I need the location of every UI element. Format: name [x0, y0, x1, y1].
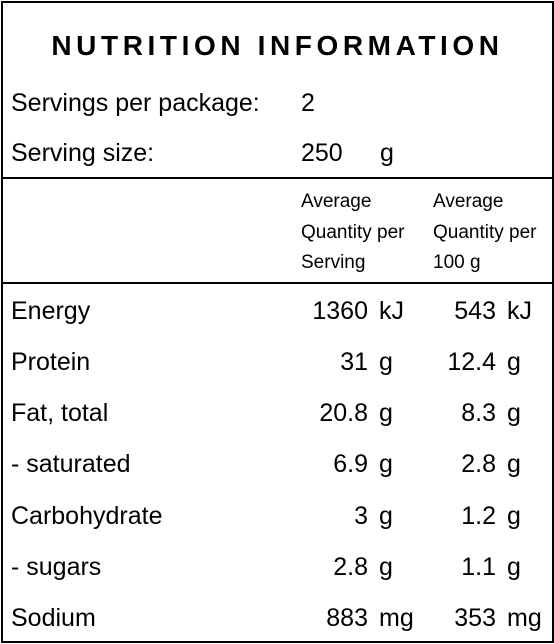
column-header-line: 100 g — [433, 252, 481, 273]
table-row: Fat, total 20.8 g 8.3 g — [3, 398, 552, 428]
per-serving-value: 31 — [340, 348, 368, 376]
per-100g-value: 1.1 — [461, 553, 496, 581]
per-100g-unit: kJ — [507, 297, 532, 325]
table-row: Sodium 883 mg 353 mg — [3, 603, 552, 633]
per-serving-value: 3 — [354, 502, 368, 530]
per-serving-unit: g — [379, 502, 393, 530]
per-serving-value: 20.8 — [319, 399, 368, 427]
per-100g-unit: g — [507, 553, 521, 581]
per-100g-value: 353 — [454, 604, 496, 632]
table-row: Carbohydrate 3 g 1.2 g — [3, 501, 552, 531]
serving-size-value: 250 — [301, 139, 343, 167]
nutrient-name: Sodium — [11, 604, 96, 632]
per-100g-unit: g — [507, 399, 521, 427]
nutrient-name: Protein — [11, 348, 91, 376]
per-serving-value: 2.8 — [333, 553, 368, 581]
column-header-line: Quantity per — [301, 221, 405, 243]
per-100g-unit: g — [507, 502, 521, 530]
table-row: Protein 31 g 12.4 g — [3, 347, 552, 377]
per-serving-unit: g — [379, 450, 393, 478]
table-row: - sugars 2.8 g 1.1 g — [3, 552, 552, 582]
column-header-per-100g: Average Quantity per 100 g — [433, 187, 537, 279]
nutrient-name: - sugars — [11, 553, 102, 581]
column-header-per-serving: Average Quantity per Serving — [301, 187, 405, 279]
servings-label: Servings per package: — [11, 89, 260, 117]
serving-size-label: Serving size: — [11, 139, 155, 167]
nutrient-name: Carbohydrate — [11, 502, 163, 530]
per-100g-unit: mg — [507, 604, 542, 632]
per-serving-value: 1360 — [312, 297, 368, 325]
per-100g-value: 2.8 — [461, 450, 496, 478]
per-serving-unit: g — [379, 553, 393, 581]
per-serving-value: 6.9 — [333, 450, 368, 478]
per-serving-unit: mg — [379, 604, 414, 632]
per-100g-unit: g — [507, 450, 521, 478]
per-serving-unit: kJ — [379, 297, 404, 325]
per-serving-value: 883 — [326, 604, 368, 632]
panel-title: NUTRITION INFORMATION — [51, 30, 504, 61]
servings-value: 2 — [301, 89, 315, 117]
serving-size-unit: g — [380, 139, 394, 167]
nutrient-name: - saturated — [11, 450, 131, 478]
per-serving-unit: g — [379, 399, 393, 427]
nutrient-name: Energy — [11, 297, 91, 325]
nutrient-name: Fat, total — [11, 399, 109, 427]
column-header-line: Quantity per — [433, 221, 537, 243]
column-header-line: Serving — [301, 252, 366, 273]
column-header-line: Average — [433, 191, 504, 212]
table-row: - saturated 6.9 g 2.8 g — [3, 449, 552, 479]
per-100g-unit: g — [507, 348, 521, 376]
per-100g-value: 12.4 — [447, 348, 496, 376]
column-header-line: Average — [301, 191, 372, 212]
table-divider — [3, 282, 552, 284]
per-100g-value: 1.2 — [461, 502, 496, 530]
table-row: Energy 1360 kJ 543 kJ — [3, 296, 552, 326]
header-divider — [3, 177, 552, 179]
per-100g-value: 8.3 — [461, 399, 496, 427]
per-100g-value: 543 — [454, 297, 496, 325]
per-serving-unit: g — [379, 348, 393, 376]
